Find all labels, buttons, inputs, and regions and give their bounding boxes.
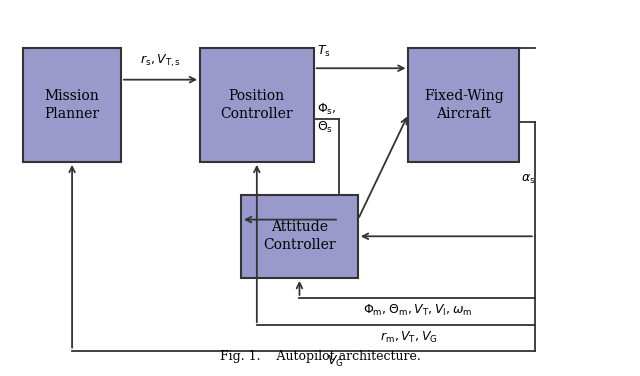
Text: $T_\mathrm{s}$: $T_\mathrm{s}$ [317, 44, 331, 59]
Text: $\Phi_\mathrm{m}, \Theta_\mathrm{m}, V_\mathrm{T}, V_\mathrm{I}, \omega_\mathrm{: $\Phi_\mathrm{m}, \Theta_\mathrm{m}, V_\… [362, 303, 472, 318]
Text: Mission
Planner: Mission Planner [45, 89, 100, 121]
Text: $\Phi_\mathrm{s},$
$\Theta_\mathrm{s}$: $\Phi_\mathrm{s},$ $\Theta_\mathrm{s}$ [317, 102, 337, 135]
Text: $r_\mathrm{s}, V_{\mathrm{T,s}}$: $r_\mathrm{s}, V_{\mathrm{T,s}}$ [140, 52, 181, 69]
Text: $r_\mathrm{m}, V_\mathrm{T}, V_\mathrm{G}$: $r_\mathrm{m}, V_\mathrm{T}, V_\mathrm{G… [380, 330, 437, 345]
Text: $V_\mathrm{G}$: $V_\mathrm{G}$ [326, 354, 343, 369]
Text: $\alpha_\mathrm{s}$: $\alpha_\mathrm{s}$ [521, 173, 535, 186]
Text: Fig. 1.    Autopilot architecture.: Fig. 1. Autopilot architecture. [220, 350, 420, 363]
FancyBboxPatch shape [23, 48, 121, 162]
Text: Attitude
Controller: Attitude Controller [263, 220, 336, 253]
Text: Fixed-Wing
Aircraft: Fixed-Wing Aircraft [424, 89, 504, 121]
Text: Position
Controller: Position Controller [221, 89, 293, 121]
FancyBboxPatch shape [408, 48, 519, 162]
FancyBboxPatch shape [200, 48, 314, 162]
FancyBboxPatch shape [241, 195, 358, 278]
